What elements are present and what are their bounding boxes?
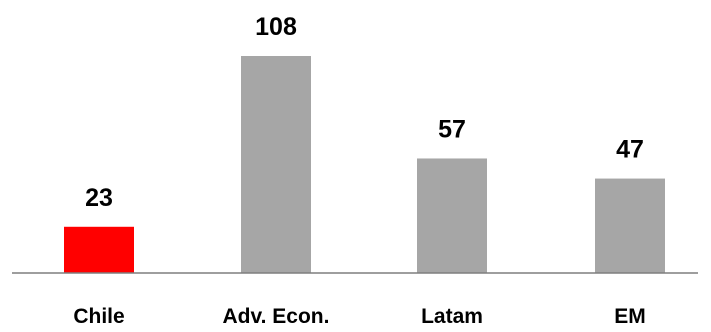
bar-value-label: 47: [616, 136, 644, 164]
bar-chile: [64, 226, 134, 273]
bar-latam: [417, 158, 487, 273]
category-label: Chile: [73, 305, 124, 328]
category-label: EM: [614, 305, 646, 328]
bar-em: [595, 178, 665, 273]
category-label: Adv. Econ.: [223, 305, 330, 328]
bar-value-label: 23: [85, 184, 113, 212]
bars-layer: [64, 56, 665, 273]
bar-value-label: 108: [255, 13, 297, 41]
value-labels-layer: 23 108 57 47: [85, 13, 644, 212]
bar-value-label: 57: [438, 115, 466, 143]
category-labels-layer: Chile Adv. Econ. Latam EM: [73, 305, 645, 328]
bar-adv-econ: [241, 56, 311, 273]
category-label: Latam: [421, 305, 483, 328]
